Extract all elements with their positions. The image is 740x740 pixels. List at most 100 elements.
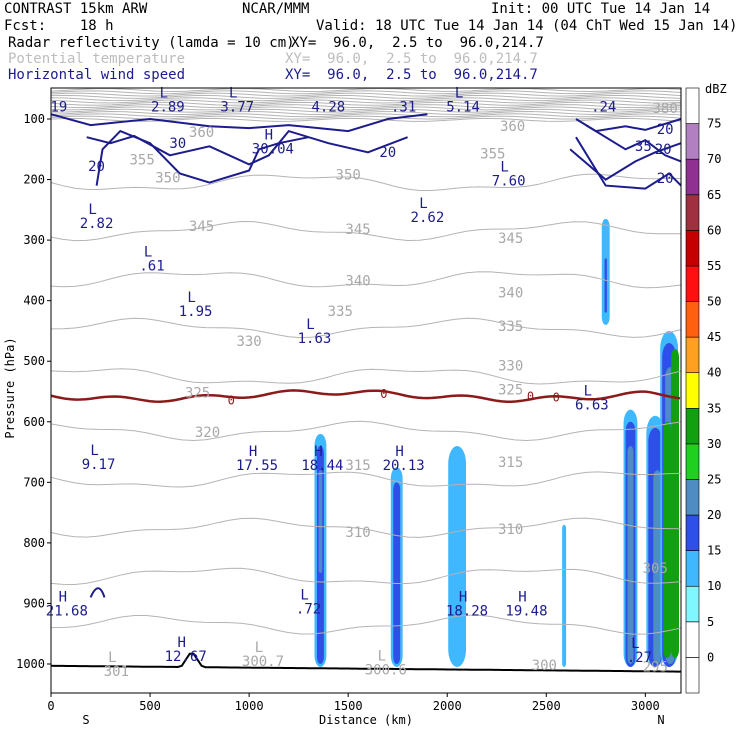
y-tick-label: 800 [23, 536, 45, 550]
extremum-value: 6.63 [575, 398, 609, 414]
theta-contour-350 [50, 173, 682, 191]
colorbar-swatch [685, 657, 700, 694]
y-tick-label: 900 [23, 596, 45, 610]
x-tick-label: 2500 [532, 699, 561, 713]
wind-contours [50, 113, 682, 598]
colorbar-swatch [685, 87, 700, 124]
x-end-label-north: N [657, 713, 664, 727]
colorbar-level-label: 10 [707, 579, 721, 593]
theta-label: 305 [643, 561, 668, 577]
theta-contour-strat [50, 94, 682, 99]
theta-label: 330 [236, 334, 261, 350]
colorbar-swatch [685, 514, 700, 551]
theta-label: 310 [345, 525, 370, 541]
colorbar-level-label: 35 [707, 401, 721, 415]
theta-label: 345 [498, 231, 523, 247]
y-tick-label: 400 [23, 294, 45, 308]
wind-label: 30 [169, 136, 186, 152]
y-tick-label: 600 [23, 415, 45, 429]
theta-contour-strat [50, 88, 682, 92]
theta-contour-310 [50, 567, 682, 586]
reflectivity-cell [663, 421, 672, 658]
colorbar-swatch [685, 123, 700, 160]
theta-contour-strat [50, 111, 682, 115]
theta-label: 350 [336, 168, 361, 184]
wind-contour [86, 129, 408, 166]
extremum-value: 20.13 [383, 458, 425, 474]
extremum-marker: L [500, 160, 508, 176]
y-tick-label: 1000 [16, 657, 45, 671]
reflectivity-cell [604, 258, 607, 313]
colorbar-swatch [685, 336, 700, 374]
theta-contour-strat [50, 99, 682, 104]
colorbar-level-label: 55 [707, 259, 721, 273]
model-title: CONTRAST 15km ARW [4, 1, 148, 17]
extremum-marker: L [419, 196, 427, 212]
theta-label: 335 [498, 319, 523, 335]
colorbar-swatch [685, 585, 700, 623]
reflectivity-cell [671, 349, 680, 658]
extremum-value: 300.6 [365, 662, 407, 678]
theta-label: 380 [653, 101, 678, 117]
extremum-marker: H [249, 444, 257, 460]
extremum-value: .24 [591, 100, 616, 116]
extremum-value: 7.60 [492, 174, 526, 190]
x-tick-label: 500 [139, 699, 161, 713]
wind-label: 20 [655, 142, 672, 158]
wind-label: 35 [635, 139, 652, 155]
extremum-value: 30.04 [252, 142, 294, 158]
wind-label: 20 [379, 145, 396, 161]
theta-contour-325 [50, 420, 682, 442]
theta-contour-strat [50, 108, 682, 113]
extremum-marker: H [177, 635, 185, 651]
header: CONTRAST 15km ARW NCAR/MMM Init: 00 UTC … [4, 1, 737, 83]
reflectivity-cell [393, 482, 401, 664]
theta-label: 300 [532, 658, 557, 674]
colorbar-level-label: 15 [707, 544, 721, 558]
extremum-value: 1.95 [179, 304, 213, 320]
reflectivity-cells [314, 218, 680, 668]
zero-labels: 0 0 0 0 [228, 387, 560, 408]
y-tick-label: 100 [23, 112, 45, 126]
theta-label: 340 [498, 286, 523, 302]
theta-label: 320 [195, 425, 220, 441]
wind-contour [569, 142, 682, 181]
institution-label: NCAR/MMM [242, 1, 309, 17]
colorbar-level-label: 30 [707, 437, 721, 451]
theta-label: 360 [189, 125, 214, 141]
extremum-marker: L [108, 650, 116, 666]
extremum-value: 2.89 [151, 100, 185, 116]
extremum-marker: L [88, 202, 96, 218]
colorbar-level-label: 20 [707, 508, 721, 522]
theta-contour-strat [50, 97, 682, 102]
extremum-value: 5.14 [446, 100, 480, 116]
x-axis-label: Distance (km) [319, 713, 413, 727]
init-time: Init: 00 UTC Tue 14 Jan 14 [491, 1, 710, 17]
theta-label: 330 [498, 358, 523, 374]
wind-contour [95, 129, 309, 186]
wind-label: 20 [657, 171, 674, 187]
theta-label: 360 [500, 119, 525, 135]
theta-label: 310 [498, 522, 523, 538]
wind-contour [50, 113, 428, 133]
colorbar-level-label: 45 [707, 330, 721, 344]
extremum-value: 4.28 [311, 100, 345, 116]
theta-contour-345 [50, 220, 681, 242]
colorbar-level-label: 70 [707, 152, 721, 166]
extremum-value: 2.82 [80, 216, 114, 232]
theta-contour-strat [50, 104, 682, 109]
colorbar: dBZ 0 5 10 15 20 25 30 35 40 45 50 55 60 65 70 75 [685, 82, 727, 694]
extremum-value: 18.44 [301, 458, 343, 474]
field-name-reflectivity: Radar reflectivity (lamda = 10 cm) [8, 35, 295, 51]
extremum-marker: H [314, 444, 322, 460]
extremum-marker: L [631, 636, 639, 652]
field-xy-theta: XY= 96.0, 2.5 to 96.0,214.7 [285, 51, 538, 67]
theta-contour-335 [50, 317, 682, 339]
zero-wind-label: 0 [553, 391, 560, 405]
theta-contour-305 [50, 614, 682, 635]
extremum-marker: L [255, 640, 263, 656]
wind-contour [89, 587, 106, 598]
extremum-marker: L [300, 588, 308, 604]
valid-time: Valid: 18 UTC Tue 14 Jan 14 (04 ChT Wed … [316, 18, 737, 34]
